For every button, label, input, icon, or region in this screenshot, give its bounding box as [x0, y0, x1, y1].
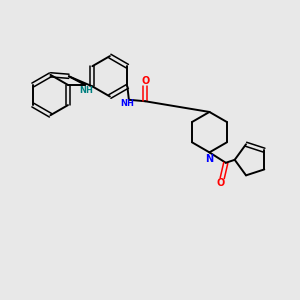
Text: NH: NH [79, 86, 93, 95]
Text: O: O [141, 76, 149, 86]
Text: NH: NH [120, 99, 134, 108]
Text: O: O [217, 178, 225, 188]
Text: N: N [206, 154, 214, 164]
